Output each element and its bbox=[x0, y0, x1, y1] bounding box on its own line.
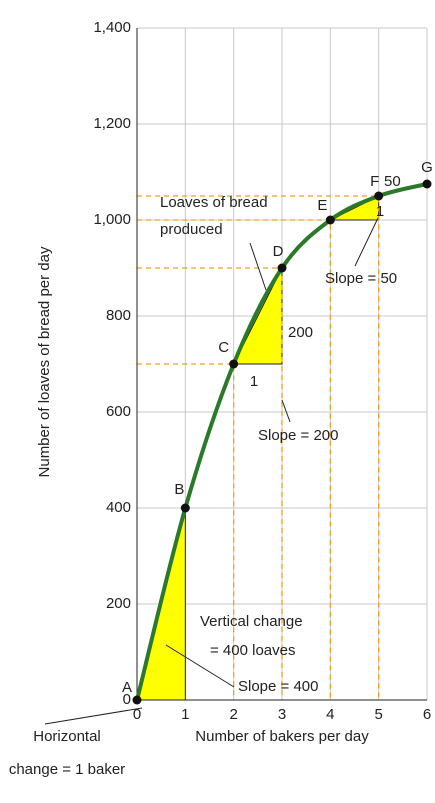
leader-line bbox=[354, 217, 379, 267]
annotation: = 400 loaves bbox=[210, 642, 295, 659]
x-tick-label: 5 bbox=[374, 706, 382, 723]
annotation: 50 bbox=[384, 173, 401, 190]
point bbox=[180, 503, 190, 513]
y-axis-title: Number of loaves of bread per day bbox=[36, 246, 53, 477]
annotation: 200 bbox=[288, 324, 313, 341]
x-tick-label: 6 bbox=[423, 706, 431, 723]
point bbox=[374, 191, 384, 201]
point bbox=[422, 179, 432, 189]
point-label: G bbox=[421, 159, 433, 176]
annotation: Horizontal bbox=[33, 728, 101, 745]
annotation: Vertical change bbox=[200, 613, 303, 630]
point bbox=[132, 695, 142, 705]
point-label: A bbox=[122, 679, 132, 696]
leader-line bbox=[249, 242, 267, 291]
y-tick-label: 400 bbox=[106, 499, 131, 516]
point bbox=[229, 359, 239, 369]
point-label: E bbox=[317, 197, 327, 214]
guide-line bbox=[137, 195, 380, 700]
x-tick-label: 2 bbox=[229, 706, 237, 723]
x-tick-label: 4 bbox=[326, 706, 334, 723]
y-tick-label: 1,200 bbox=[93, 115, 131, 132]
leader-line bbox=[44, 707, 143, 725]
point bbox=[325, 215, 335, 225]
annotation: 1 bbox=[250, 373, 258, 390]
annotation: Slope = 50 bbox=[325, 270, 397, 287]
leader-line bbox=[281, 399, 291, 423]
x-tick-label: 3 bbox=[278, 706, 286, 723]
curve bbox=[135, 182, 428, 701]
point-label: C bbox=[218, 339, 229, 356]
point-label: D bbox=[273, 243, 284, 260]
annotation: Slope = 400 bbox=[238, 678, 319, 695]
point bbox=[277, 263, 287, 273]
annotation: Slope = 200 bbox=[258, 427, 339, 444]
leader-line bbox=[165, 644, 235, 688]
y-tick-label: 200 bbox=[106, 595, 131, 612]
y-tick-label: 1,000 bbox=[93, 211, 131, 228]
point-label: B bbox=[174, 481, 184, 498]
y-tick-label: 600 bbox=[106, 403, 131, 420]
annotation: 1 bbox=[376, 203, 384, 220]
annotation: produced bbox=[160, 221, 223, 238]
x-tick-label: 1 bbox=[181, 706, 189, 723]
y-tick-label: 0 bbox=[123, 691, 131, 708]
x-axis-title: Number of bakers per day bbox=[195, 728, 369, 745]
annotation: change = 1 baker bbox=[9, 761, 125, 778]
point-label: F bbox=[370, 173, 379, 190]
annotation: Loaves of bread bbox=[160, 194, 268, 211]
leaders bbox=[44, 217, 379, 725]
x-tick-label: 0 bbox=[133, 706, 141, 723]
y-tick-label: 800 bbox=[106, 307, 131, 324]
y-tick-label: 1,400 bbox=[93, 19, 131, 36]
